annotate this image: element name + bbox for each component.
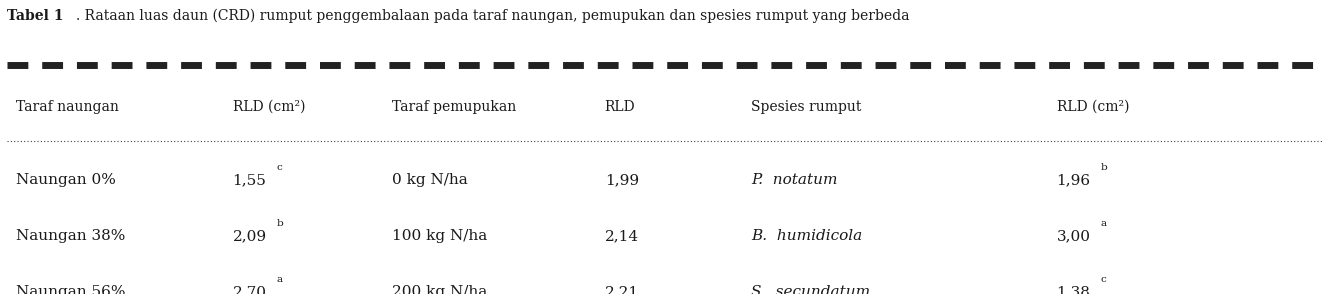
Text: b: b [1100, 163, 1107, 172]
Text: S.  secundatum: S. secundatum [751, 285, 870, 294]
Text: 100 kg N/ha: 100 kg N/ha [392, 229, 488, 243]
Text: c: c [276, 163, 282, 172]
Text: 3,00: 3,00 [1057, 229, 1091, 243]
Text: Tabel 1: Tabel 1 [7, 9, 64, 23]
Text: B.  humidicola: B. humidicola [751, 229, 863, 243]
Text: a: a [276, 275, 283, 284]
Text: Naungan 38%: Naungan 38% [16, 229, 125, 243]
Text: 2,21: 2,21 [605, 285, 639, 294]
Text: a: a [1100, 219, 1107, 228]
Text: 1,99: 1,99 [605, 173, 639, 188]
Text: 2,14: 2,14 [605, 229, 639, 243]
Text: 200 kg N/ha: 200 kg N/ha [392, 285, 488, 294]
Text: 2,09: 2,09 [233, 229, 267, 243]
Text: Spesies rumput: Spesies rumput [751, 100, 861, 114]
Text: 1,96: 1,96 [1057, 173, 1091, 188]
Text: b: b [276, 219, 283, 228]
Text: P.  notatum: P. notatum [751, 173, 837, 188]
Text: 2,70: 2,70 [233, 285, 267, 294]
Text: RLD (cm²): RLD (cm²) [233, 100, 306, 114]
Text: c: c [1100, 275, 1106, 284]
Text: . Rataan luas daun (CRD) rumput penggembalaan pada taraf naungan, pemupukan dan : . Rataan luas daun (CRD) rumput penggemb… [76, 9, 909, 23]
Text: RLD (cm²): RLD (cm²) [1057, 100, 1130, 114]
Text: Taraf pemupukan: Taraf pemupukan [392, 100, 516, 114]
Text: 0 kg N/ha: 0 kg N/ha [392, 173, 468, 188]
Text: RLD: RLD [605, 100, 635, 114]
Text: Taraf naungan: Taraf naungan [16, 100, 118, 114]
Text: 1,38: 1,38 [1057, 285, 1090, 294]
Text: Naungan 0%: Naungan 0% [16, 173, 116, 188]
Text: 1,55: 1,55 [233, 173, 266, 188]
Text: Naungan 56%: Naungan 56% [16, 285, 125, 294]
